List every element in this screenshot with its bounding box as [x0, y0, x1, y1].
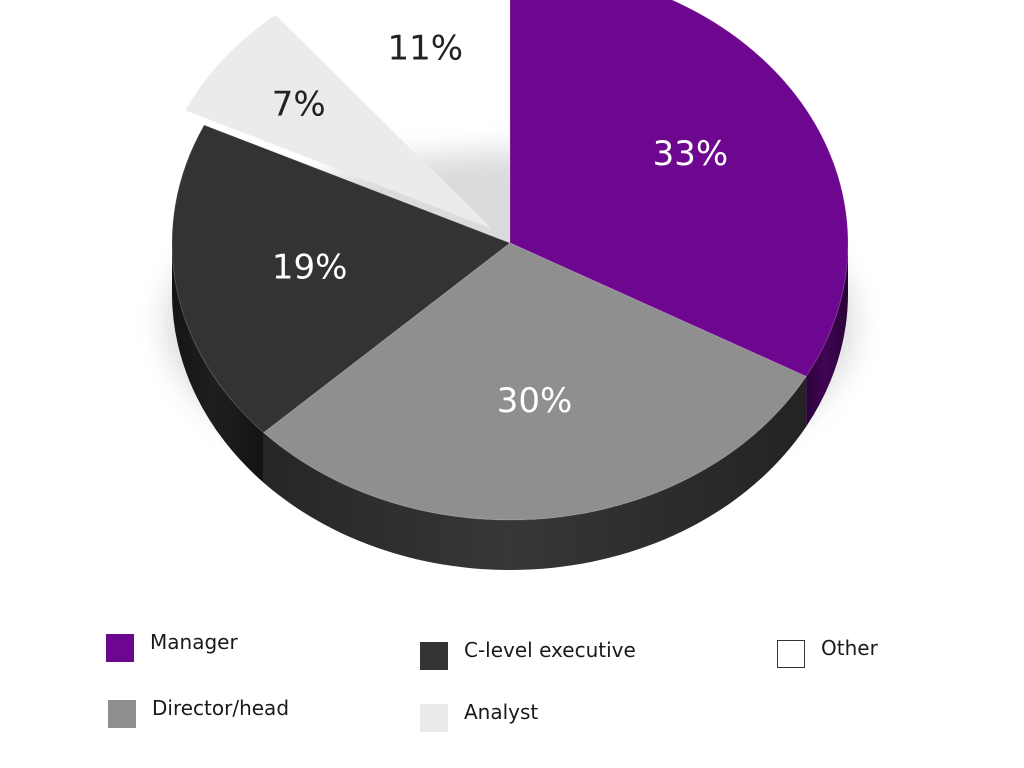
slice-analyst [184, 14, 492, 229]
legend-item-director-head: Director/head [108, 696, 289, 728]
slice-c-level-executive [171, 124, 512, 434]
legend-item-other: Other [777, 636, 878, 668]
legend-swatch-manager [106, 634, 134, 662]
data-label-director-head: 30% [497, 381, 573, 421]
slice-manager [509, 0, 849, 378]
data-label-manager: 33% [653, 134, 729, 174]
data-label-other: 11% [387, 29, 463, 69]
slice-side-shade-director-head [263, 376, 807, 570]
legend-label-c-level-executive: C-level executive [464, 638, 636, 662]
pie-labels: 33% 30% 19% 7% 11% [272, 29, 728, 421]
legend-label-manager: Manager [150, 630, 238, 654]
slice-side-shade-manager [806, 243, 848, 427]
data-label-c-level-executive: 19% [272, 247, 348, 287]
pie-chart: 33% 30% 19% 7% 11% [165, 0, 855, 570]
slice-director-head [262, 242, 807, 521]
legend-swatch-c-level-executive [420, 642, 448, 670]
pie-top [171, 0, 849, 521]
legend-item-c-level-executive: C-level executive [420, 638, 636, 670]
slice-side-shade-c-level-executive [172, 243, 264, 483]
pie-depth [172, 243, 848, 570]
legend-item-manager: Manager [106, 630, 238, 662]
legend-swatch-analyst [420, 704, 448, 732]
legend-swatch-other [777, 640, 805, 668]
data-label-analyst: 7% [272, 85, 326, 125]
legend-label-analyst: Analyst [464, 700, 539, 724]
legend-label-director-head: Director/head [152, 696, 290, 720]
legend-item-analyst: Analyst [420, 700, 538, 732]
legend-swatch-director-head [108, 700, 136, 728]
legend-label-other: Other [821, 636, 878, 660]
